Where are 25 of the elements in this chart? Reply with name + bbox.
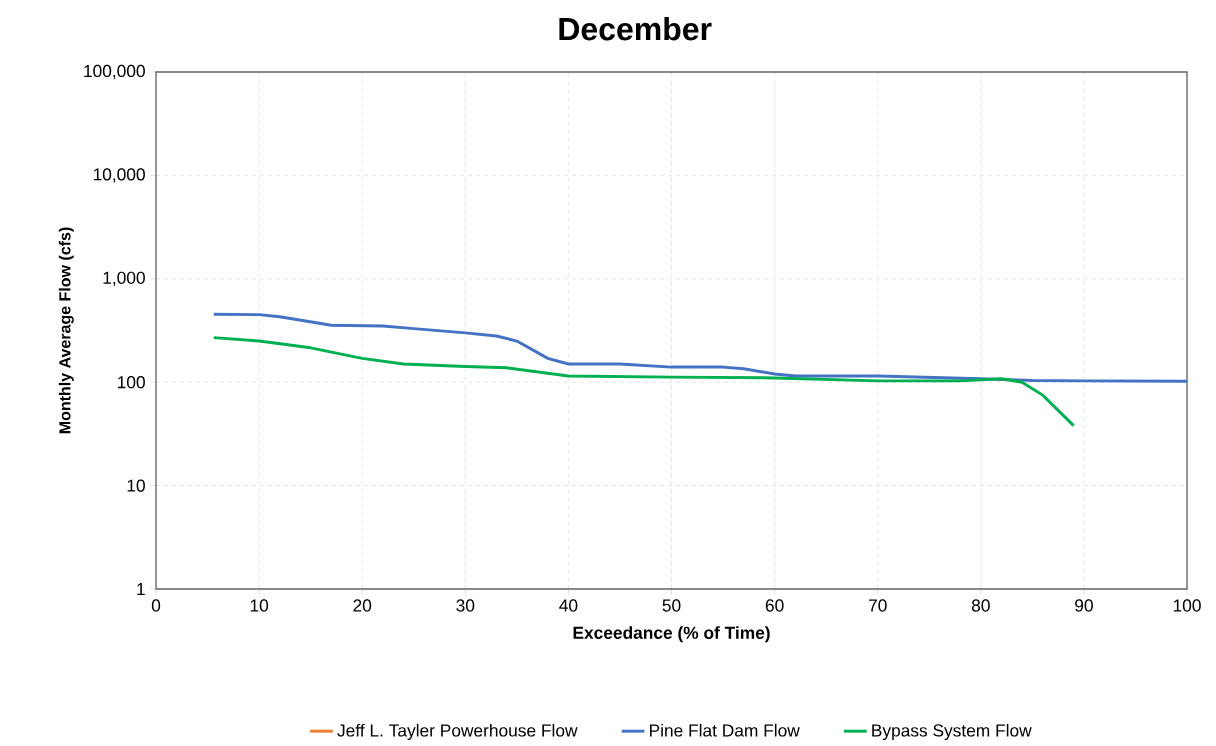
y-tick-label: 1,000 (103, 271, 145, 286)
x-tick-label: 50 (662, 599, 681, 612)
line-series (212, 312, 1188, 383)
y-tick-label: 10 (127, 479, 145, 492)
legend-label: Pine Flat Dam Flow (650, 723, 800, 737)
x-tick-label: 90 (1075, 599, 1093, 612)
line-series (212, 336, 1076, 428)
x-tick-label: 0 (151, 599, 161, 612)
x-tick-label: 20 (353, 599, 372, 612)
legend-label: Bypass System Flow (872, 723, 1032, 741)
x-tick-label: 40 (559, 599, 578, 612)
y-axis-title: Monthly Average Flow (cfs) (58, 227, 74, 434)
legend-label: Jeff L. Tayler Powerhouse Flow (337, 723, 578, 741)
chart-title: December (559, 16, 712, 41)
x-tick-label: 80 (971, 599, 990, 612)
x-tick-label: 100 (1173, 599, 1201, 612)
x-tick-label: 60 (765, 599, 784, 612)
x-axis-title: Exceedance (% of Time) (573, 626, 770, 643)
y-tick-label: 100,000 (84, 64, 145, 80)
x-tick-label: 30 (456, 599, 475, 612)
x-tick-label: 70 (868, 599, 887, 612)
y-tick-label: 1 (137, 583, 145, 595)
y-tick-label: 10,000 (93, 168, 145, 183)
x-tick-label: 10 (250, 599, 269, 612)
y-tick-label: 100 (118, 376, 145, 389)
